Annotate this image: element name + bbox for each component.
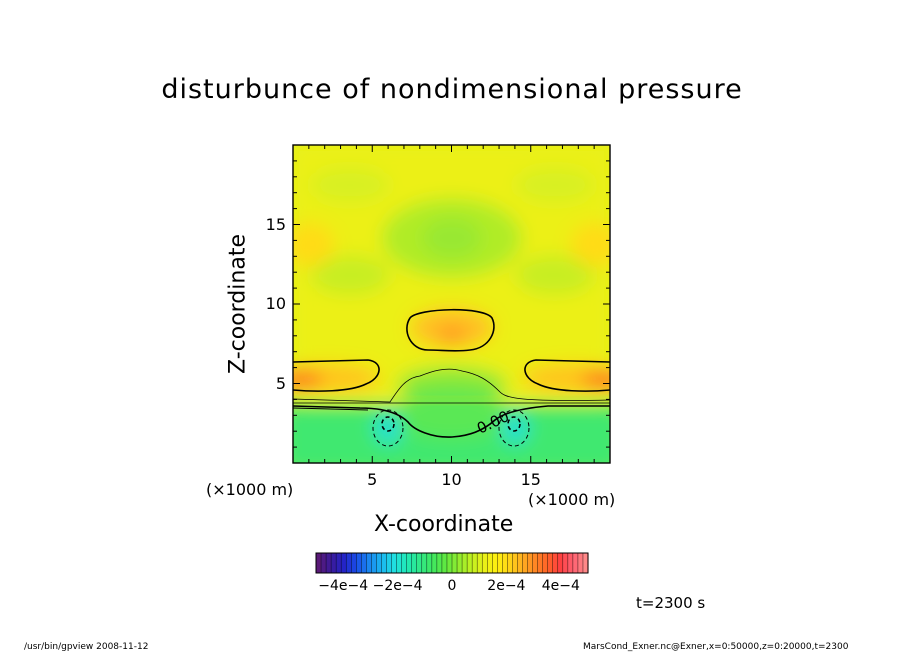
colorbar-swatch (527, 553, 534, 573)
colorbar-swatch (562, 553, 569, 573)
colorbar-swatch (452, 553, 458, 573)
colorbar-swatch (356, 553, 362, 573)
y-tick-label: 5 (275, 373, 286, 393)
colorbar-swatch (321, 553, 327, 573)
colorbar-swatch (401, 553, 408, 573)
colorbar-swatch (457, 553, 463, 573)
colorbar-swatch (517, 553, 524, 573)
colorbar-swatch (462, 553, 468, 573)
colorbar-tick-label: −2e−4 (372, 578, 423, 594)
colorbar-swatch (497, 553, 503, 573)
colorbar-swatch (341, 553, 347, 573)
time-label: t=2300 s (636, 594, 706, 612)
dashed-contours (372, 409, 530, 447)
x-tick-label: 10 (441, 470, 462, 489)
colorbar-frame (315, 552, 589, 574)
colorbar-swatch (482, 553, 488, 573)
contour-lines-thin (293, 368, 610, 404)
colorbar-swatch (331, 553, 337, 573)
colorbar-swatch (376, 553, 383, 573)
y-tick-label: 15 (265, 214, 286, 234)
colorbar-swatch (572, 553, 579, 573)
footer-left-text: /usr/bin/gpview 2008-11-12 (24, 642, 149, 652)
colorbar-swatch (316, 553, 322, 573)
heatmap-field (293, 145, 610, 463)
x-tick-label: 5 (367, 470, 378, 489)
colorbar-swatch (477, 553, 483, 573)
colorbar-tick-label: −4e−4 (318, 578, 369, 594)
x-axis-label: X-coordinate (374, 512, 514, 537)
colorbar-swatch (577, 553, 584, 573)
colorbar-swatch (336, 553, 342, 573)
colorbar-swatch (472, 553, 478, 573)
colorbar-swatch (396, 553, 403, 573)
chart-title: disturbunce of nondimensional pressure (161, 74, 743, 105)
y-axis-label: Z-coordinate (225, 234, 251, 374)
colorbar-swatch (446, 553, 453, 573)
x-tick-label: 15 (520, 470, 541, 489)
colorbar (315, 552, 589, 574)
colorbar-swatch (502, 553, 509, 573)
axis-ticks (293, 145, 610, 463)
colorbar-tick-label: 2e−4 (487, 578, 526, 594)
colorbar-swatch (421, 553, 428, 573)
colorbar-swatch (391, 553, 398, 573)
colorbar-swatch (557, 553, 564, 573)
contour-lines (293, 308, 610, 438)
colorbar-swatch (567, 553, 574, 573)
colorbar-swatch (386, 553, 393, 573)
colorbar-swatch (552, 553, 559, 573)
colorbar-swatch (426, 553, 433, 573)
colorbar-swatch (542, 553, 549, 573)
colorbar-swatch (582, 553, 589, 573)
colorbar-swatch (441, 553, 448, 573)
colorbar-swatch (366, 553, 373, 573)
colorbar-swatch (522, 553, 529, 573)
colorbar-swatch (361, 553, 367, 573)
colorbar-tick-label: 0 (447, 578, 457, 594)
colorbar-swatch (411, 553, 418, 573)
colorbar-swatch (467, 553, 473, 573)
colorbar-swatch (512, 553, 519, 573)
colorbar-swatch (537, 553, 544, 573)
colorbar-swatch (381, 553, 388, 573)
colorbar-swatch (431, 553, 438, 573)
x-unit-label-left: (×1000 m) (206, 480, 294, 499)
colorbar-swatch (507, 553, 514, 573)
colorbar-swatch (371, 553, 378, 573)
colorbar-swatch (326, 553, 332, 573)
colorbar-swatch (532, 553, 539, 573)
colorbar-tick-label: 4e−4 (541, 578, 580, 594)
colorbar-swatch (406, 553, 413, 573)
colorbar-swatch (436, 553, 443, 573)
footer-right-text: MarsCond_Exner.nc@Exner,x=0:50000,z=0:20… (583, 642, 849, 652)
colorbar-swatch (346, 553, 352, 573)
colorbar-swatch (547, 553, 554, 573)
y-tick-label: 10 (265, 294, 286, 313)
colorbar-swatch (351, 553, 357, 573)
colorbar-swatch (487, 553, 493, 573)
x-unit-label-right: (×1000 m) (528, 490, 616, 509)
colorbar-swatch (416, 553, 423, 573)
colorbar-swatch (492, 553, 498, 573)
